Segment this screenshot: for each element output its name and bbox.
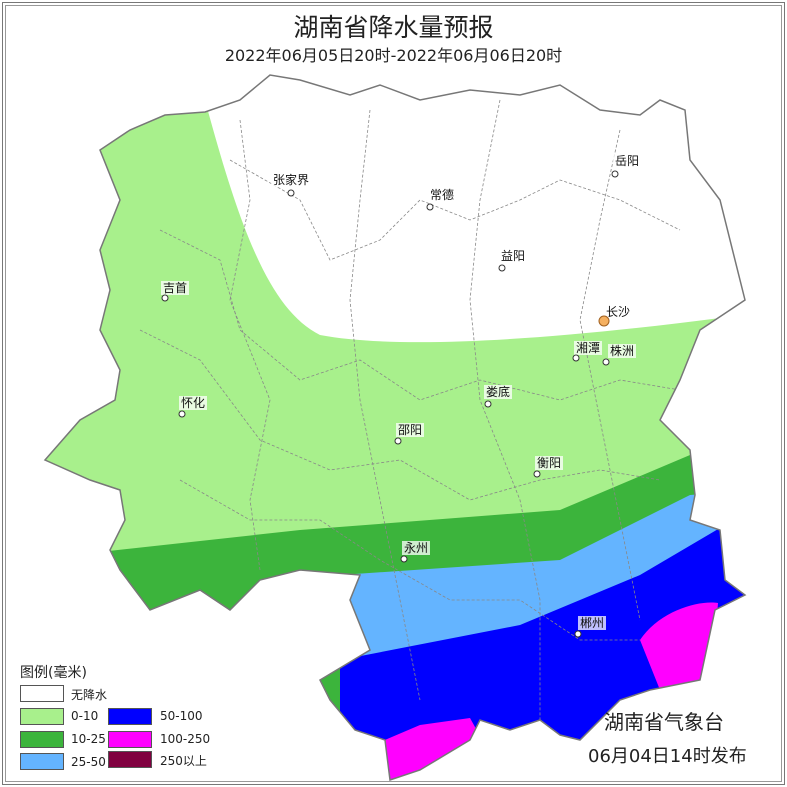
legend-label: 0-10 [71,709,99,723]
legend-swatch-25-50 [20,753,64,770]
city-label: 常德 [427,188,457,202]
city-label: 衡阳 [534,456,564,470]
city-dot [400,555,408,563]
legend-swatch-250-plus [108,751,152,768]
band-100-250-south [380,718,485,780]
issue-time: 06月04日14时发布 [588,746,747,767]
city-label: 吉首 [160,281,190,295]
city-dot [572,354,580,362]
legend-title: 图例(毫米) [20,665,87,681]
city-label: 岳阳 [612,154,642,168]
legend-label: 100-250 [160,732,211,746]
band-100-250-east [640,602,718,690]
county-borders [139,99,681,720]
city-dot [161,294,169,302]
city-dot [498,264,506,272]
legend-label: 无降水 [71,688,108,702]
capital-dot [598,315,610,327]
legend-swatch-10-25 [20,731,64,748]
city-label: 永州 [401,541,431,555]
city-dot [602,358,610,366]
city-label: 益阳 [498,249,528,263]
legend-label: 25-50 [71,755,106,769]
inner-frame [5,5,782,782]
legend-swatch-0-10 [20,708,64,725]
legend-label: 10-25 [71,732,106,746]
city-label: 邵阳 [395,423,425,437]
issuing-agency: 湖南省气象台 [604,710,724,734]
map-title: 湖南省降水量预报 [293,13,494,42]
city-label: 长沙 [603,305,633,319]
city-label: 张家界 [270,173,312,187]
city-label: 湘潭 [573,341,603,355]
city-dot [287,189,295,197]
legend-label: 50-100 [160,709,203,723]
map-subtitle: 2022年06月05日20时-2022年06月06日20时 [224,46,563,65]
city-label: 娄底 [483,385,513,399]
city-dot [574,630,582,638]
legend-label: 250以上 [160,754,207,768]
city-label: 株洲 [607,344,637,358]
city-dot [426,203,434,211]
legend-swatch-50-100 [108,708,152,725]
band-no-rain [200,75,745,343]
city-label: 郴州 [577,616,607,630]
city-dot [484,400,492,408]
city-dot [178,410,186,418]
legend-swatch-100-250 [108,731,152,748]
legend-swatch-no-rain [20,685,64,702]
city-label: 怀化 [178,396,208,410]
city-dot [394,437,402,445]
city-dot [611,170,619,178]
city-dot [533,470,541,478]
